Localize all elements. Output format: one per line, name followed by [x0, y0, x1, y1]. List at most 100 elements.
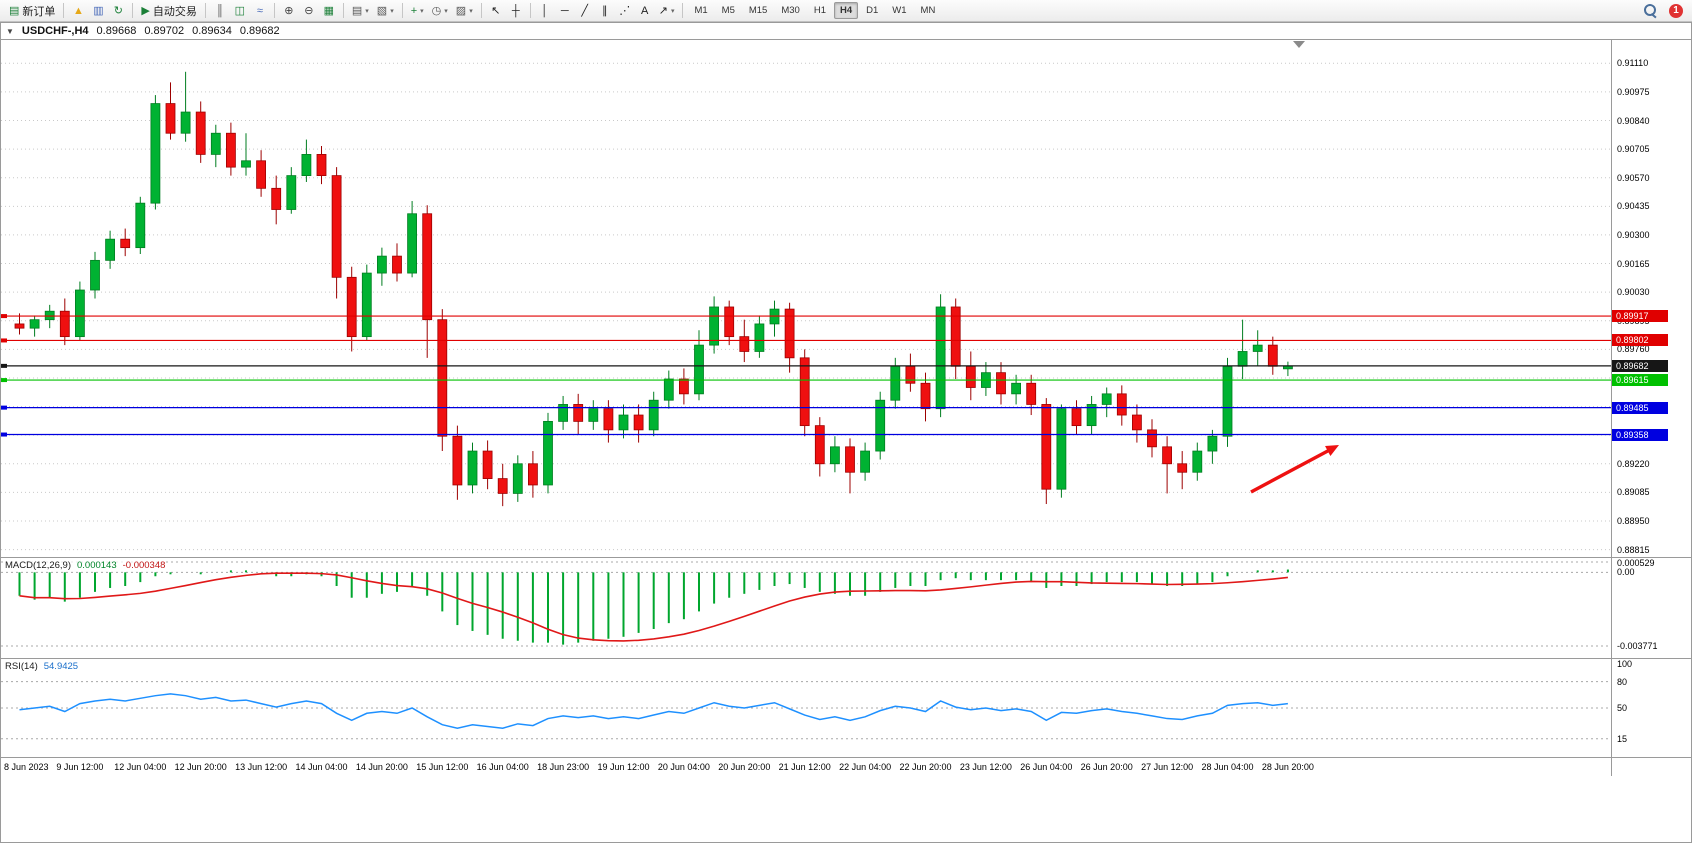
arrows-button[interactable]: ↗ ▾	[655, 2, 679, 20]
candlestick-chart-button[interactable]: ◫	[230, 2, 250, 20]
line-chart-icon: ≈	[256, 4, 263, 17]
candle	[1101, 393, 1112, 405]
candle	[1252, 344, 1263, 352]
candle	[1222, 365, 1233, 437]
text-icon: A	[641, 4, 649, 17]
price-axis-label: 0.90975	[1617, 86, 1650, 97]
autotrading-button[interactable]: ▶ 自动交易	[137, 2, 200, 20]
candle	[497, 478, 508, 494]
dropdown-arrow-icon: ▾	[469, 7, 473, 15]
rsi-axis-label: 15	[1617, 733, 1628, 744]
zoom-out-button[interactable]: ⊖	[299, 2, 319, 20]
bar-chart-button[interactable]: ║	[210, 2, 230, 20]
tile-windows-icon: ▦	[323, 4, 335, 17]
equidistant-channel-button[interactable]: ∥	[595, 2, 615, 20]
price-axis-label: 0.90570	[1617, 172, 1650, 183]
candle	[1011, 382, 1021, 395]
candle	[467, 450, 478, 486]
candle	[225, 132, 236, 168]
axis-corner	[1611, 758, 1691, 776]
price-axis-label: 0.90300	[1617, 229, 1650, 240]
price-axis-label: 0.88950	[1617, 515, 1650, 526]
metaeditor-button[interactable]: ▲	[68, 2, 88, 20]
time-axis: 8 Jun 2023 9 Jun 12:00 12 Jun 04:00 12 Jun …	[1, 757, 1691, 776]
chart-close-value: 0.89682	[239, 25, 280, 37]
line-left-marker	[1, 378, 7, 383]
macd-axis-label: 0.00	[1617, 567, 1635, 578]
toolbar-separator	[401, 3, 403, 18]
candle	[180, 111, 191, 134]
candle	[346, 276, 357, 338]
horizontal-lines	[1, 314, 1613, 437]
search-button[interactable]	[1640, 2, 1661, 20]
time-axis-label: 14 Jun 20:00	[355, 762, 408, 772]
timeframe-m1-button[interactable]: M1	[694, 5, 708, 16]
new-chart-button[interactable]: ▤ ▾	[348, 2, 373, 20]
timeframe-m15-button[interactable]: M15	[748, 5, 768, 16]
timeframe-m30-button[interactable]: M30	[781, 5, 800, 16]
arrow-annotation[interactable]	[1250, 447, 1333, 494]
chart-symbol-period: USDCHF-,H4	[21, 25, 89, 37]
vertical-line-button[interactable]: │	[535, 2, 555, 20]
candle	[90, 259, 100, 291]
time-axis-label: 16 Jun 04:00	[476, 762, 529, 772]
time-axis-label: 26 Jun 20:00	[1080, 762, 1133, 772]
profiles-button[interactable]: ▧ ▾	[373, 2, 398, 20]
arrow-annotation-head[interactable]	[1325, 445, 1339, 457]
candle	[59, 310, 70, 338]
price-tag: 0.89802	[1612, 334, 1668, 347]
timeframe-h4-button[interactable]: H4	[833, 2, 859, 19]
new-order-button[interactable]: ▤ 新订单	[5, 2, 59, 20]
candle	[135, 202, 146, 249]
timeframe-w1-button[interactable]: W1	[892, 5, 907, 16]
trendline-button[interactable]: ╱	[575, 2, 595, 20]
macd-plot	[1, 561, 1613, 647]
candle	[679, 378, 689, 395]
chart-shift-icon[interactable]	[1293, 41, 1305, 48]
window-menu-icon[interactable]: ▼	[6, 26, 14, 36]
market-watch-button[interactable]: ▥	[88, 2, 108, 20]
chart-window: ▼ USDCHF-,H4 0.89668 0.89702 0.89634 0.8…	[0, 22, 1692, 843]
candle	[105, 238, 115, 261]
search-icon	[1644, 4, 1657, 17]
candle	[44, 310, 55, 321]
cursor-button[interactable]: ↖	[486, 2, 506, 20]
timeframe-h1-button[interactable]: H1	[813, 5, 826, 16]
zoom-out-icon: ⊖	[304, 4, 314, 17]
tile-windows-button[interactable]: ▦	[319, 2, 339, 20]
candle	[452, 435, 463, 486]
time-axis-label: 23 Jun 12:00	[959, 762, 1012, 772]
line-left-marker	[1, 432, 7, 437]
candle	[754, 323, 765, 352]
candlestick-chart-icon: ◫	[234, 4, 246, 17]
horizontal-line-button[interactable]: ─	[555, 2, 575, 20]
timeframe-d1-button[interactable]: D1	[866, 5, 879, 16]
price-chart-panel: 0.91110 0.90975 0.90840 0.90705 0.90570 0.904…	[1, 39, 1691, 557]
timeframe-m5-button[interactable]: M5	[721, 5, 735, 16]
timeframe-mn-button[interactable]: MN	[920, 5, 936, 16]
templates-button[interactable]: ▨ ▾	[452, 2, 477, 20]
time-axis-label: 22 Jun 04:00	[839, 762, 892, 772]
time-axis-label: 27 Jun 12:00	[1141, 762, 1194, 772]
crosshair-button[interactable]: ┼	[506, 2, 526, 20]
candle	[165, 103, 176, 134]
rsi-label: RSI(14)	[5, 661, 38, 672]
text-button[interactable]: A	[635, 2, 655, 20]
toolbar-separator	[63, 3, 65, 18]
fibonacci-button[interactable]: ⋰	[615, 2, 635, 20]
candle	[1132, 414, 1142, 431]
refresh-button[interactable]: ↻	[108, 2, 128, 20]
candle	[1147, 429, 1157, 448]
templates-icon: ▨	[455, 4, 467, 17]
zoom-in-button[interactable]: ⊕	[279, 2, 299, 20]
candle	[1237, 351, 1248, 367]
periods-button[interactable]: ◷ ▾	[428, 2, 452, 20]
indicators-button[interactable]: + ▾	[407, 2, 428, 20]
price-axis-label: 0.90435	[1617, 201, 1650, 212]
line-chart-button[interactable]: ≈	[250, 2, 270, 20]
time-axis-label: 21 Jun 12:00	[778, 762, 831, 772]
candle	[286, 175, 297, 210]
notification-badge[interactable]: 1	[1669, 3, 1683, 18]
time-axis-label: 19 Jun 12:00	[597, 762, 650, 772]
candle	[588, 408, 599, 422]
